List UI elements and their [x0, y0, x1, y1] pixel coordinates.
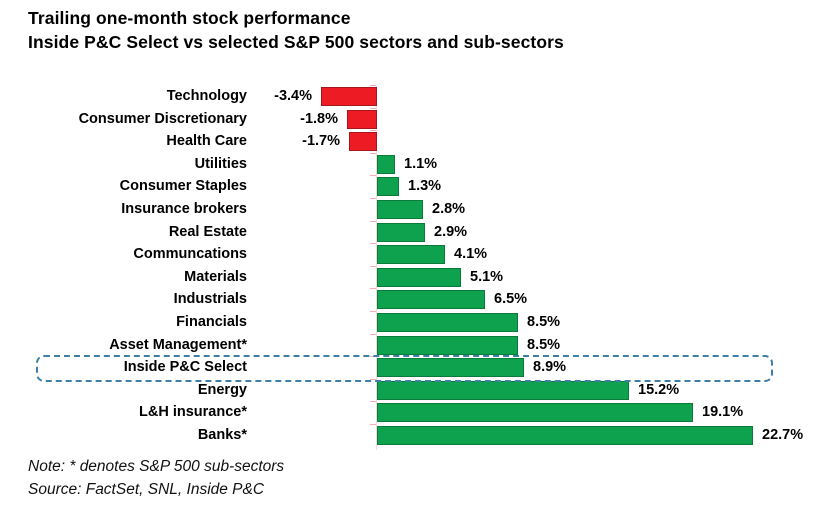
value-label-materials: 5.1% — [470, 269, 504, 285]
value-label-asset-management: 8.5% — [527, 337, 561, 353]
axis-tick — [370, 85, 376, 86]
value-label-inside-p-c-select: 8.9% — [533, 359, 567, 375]
category-label-insurance-brokers: Insurance brokers — [121, 201, 247, 217]
bar-inside-p-c-select — [377, 358, 524, 377]
axis-tick — [370, 198, 376, 199]
value-label-l-h-insurance: 19.1% — [702, 404, 744, 420]
axis-tick — [370, 153, 376, 154]
value-label-consumer-staples: 1.3% — [408, 178, 442, 194]
axis-tick — [370, 108, 376, 109]
value-label-technology: -3.4% — [274, 88, 312, 104]
bar-industrials — [377, 290, 485, 309]
axis-tick — [370, 266, 376, 267]
bar-health-care — [349, 132, 377, 151]
axis-tick — [370, 175, 376, 176]
bar-real-estate — [377, 223, 425, 242]
axis-tick — [370, 401, 376, 402]
axis-tick — [370, 356, 376, 357]
axis-tick — [370, 221, 376, 222]
axis-tick — [370, 379, 376, 380]
bar-technology — [321, 87, 377, 106]
source-text: Source: FactSet, SNL, Inside P&C — [28, 481, 265, 498]
category-label-financials: Financials — [176, 314, 247, 330]
category-label-consumer-staples: Consumer Staples — [119, 178, 247, 194]
bar-banks — [377, 426, 753, 445]
value-label-banks: 22.7% — [762, 427, 804, 443]
category-label-materials: Materials — [184, 269, 247, 285]
axis-tick — [370, 424, 376, 425]
value-label-insurance-brokers: 2.8% — [432, 201, 466, 217]
bar-asset-management — [377, 336, 518, 355]
bar-financials — [377, 313, 518, 332]
value-label-utilities: 1.1% — [404, 156, 438, 172]
zero-axis-line — [376, 86, 377, 450]
bar-l-h-insurance — [377, 403, 693, 422]
category-label-health-care: Health Care — [166, 133, 247, 149]
axis-tick — [370, 288, 376, 289]
bar-consumer-staples — [377, 177, 399, 196]
category-label-l-h-insurance: L&H insurance* — [139, 404, 247, 420]
note-text: Note: * denotes S&P 500 sub-sectors — [28, 458, 285, 475]
axis-tick — [370, 311, 376, 312]
bar-utilities — [377, 155, 395, 174]
axis-tick — [370, 243, 376, 244]
chart-subtitle: Inside P&C Select vs selected S&P 500 se… — [28, 32, 564, 52]
category-label-inside-p-c-select: Inside P&C Select — [123, 359, 247, 375]
value-label-financials: 8.5% — [527, 314, 561, 330]
value-label-energy: 15.2% — [638, 382, 680, 398]
category-label-banks: Banks* — [197, 427, 247, 443]
category-label-real-estate: Real Estate — [168, 224, 247, 240]
value-label-consumer-discretionary: -1.8% — [300, 111, 338, 127]
category-label-asset-management: Asset Management* — [109, 337, 247, 353]
bar-insurance-brokers — [377, 200, 423, 219]
category-label-technology: Technology — [166, 88, 247, 104]
category-label-energy: Energy — [197, 382, 247, 398]
value-label-real-estate: 2.9% — [434, 224, 468, 240]
category-label-industrials: Industrials — [173, 291, 247, 307]
bar-materials — [377, 268, 461, 287]
category-label-utilities: Utilities — [194, 156, 247, 172]
value-label-communcations: 4.1% — [454, 246, 488, 262]
value-label-industrials: 6.5% — [494, 291, 528, 307]
category-label-communcations: Communcations — [133, 246, 247, 262]
bar-communcations — [377, 245, 445, 264]
chart-title: Trailing one-month stock performance — [28, 8, 351, 28]
bar-energy — [377, 381, 629, 400]
category-label-consumer-discretionary: Consumer Discretionary — [78, 111, 247, 127]
bar-consumer-discretionary — [347, 110, 377, 129]
axis-tick — [370, 334, 376, 335]
value-label-health-care: -1.7% — [302, 133, 340, 149]
axis-tick — [370, 130, 376, 131]
